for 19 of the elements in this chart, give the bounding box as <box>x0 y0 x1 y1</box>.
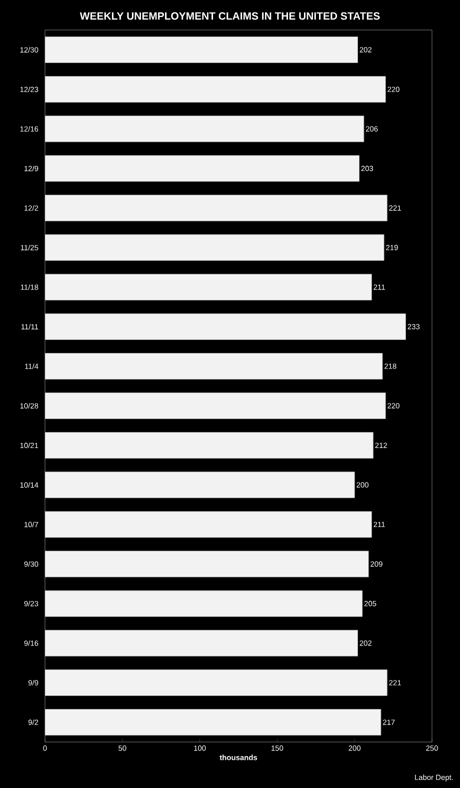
bar <box>45 392 386 419</box>
bar <box>45 234 384 261</box>
bar <box>45 313 406 340</box>
bar <box>45 116 364 142</box>
bar <box>45 669 388 696</box>
bar <box>45 274 372 300</box>
bar <box>45 511 372 538</box>
bar <box>45 36 358 63</box>
bar <box>45 630 358 656</box>
bar <box>45 353 383 380</box>
chart-title: WEEKLY UNEMPLOYMENT CLAIMS IN THE UNITED STATES <box>80 12 380 20</box>
bar <box>45 76 386 103</box>
bar <box>45 550 369 578</box>
bar <box>45 432 374 459</box>
bar <box>45 709 382 736</box>
bar <box>45 472 355 498</box>
bar <box>45 194 388 222</box>
bar <box>45 590 363 617</box>
bar <box>45 155 360 182</box>
